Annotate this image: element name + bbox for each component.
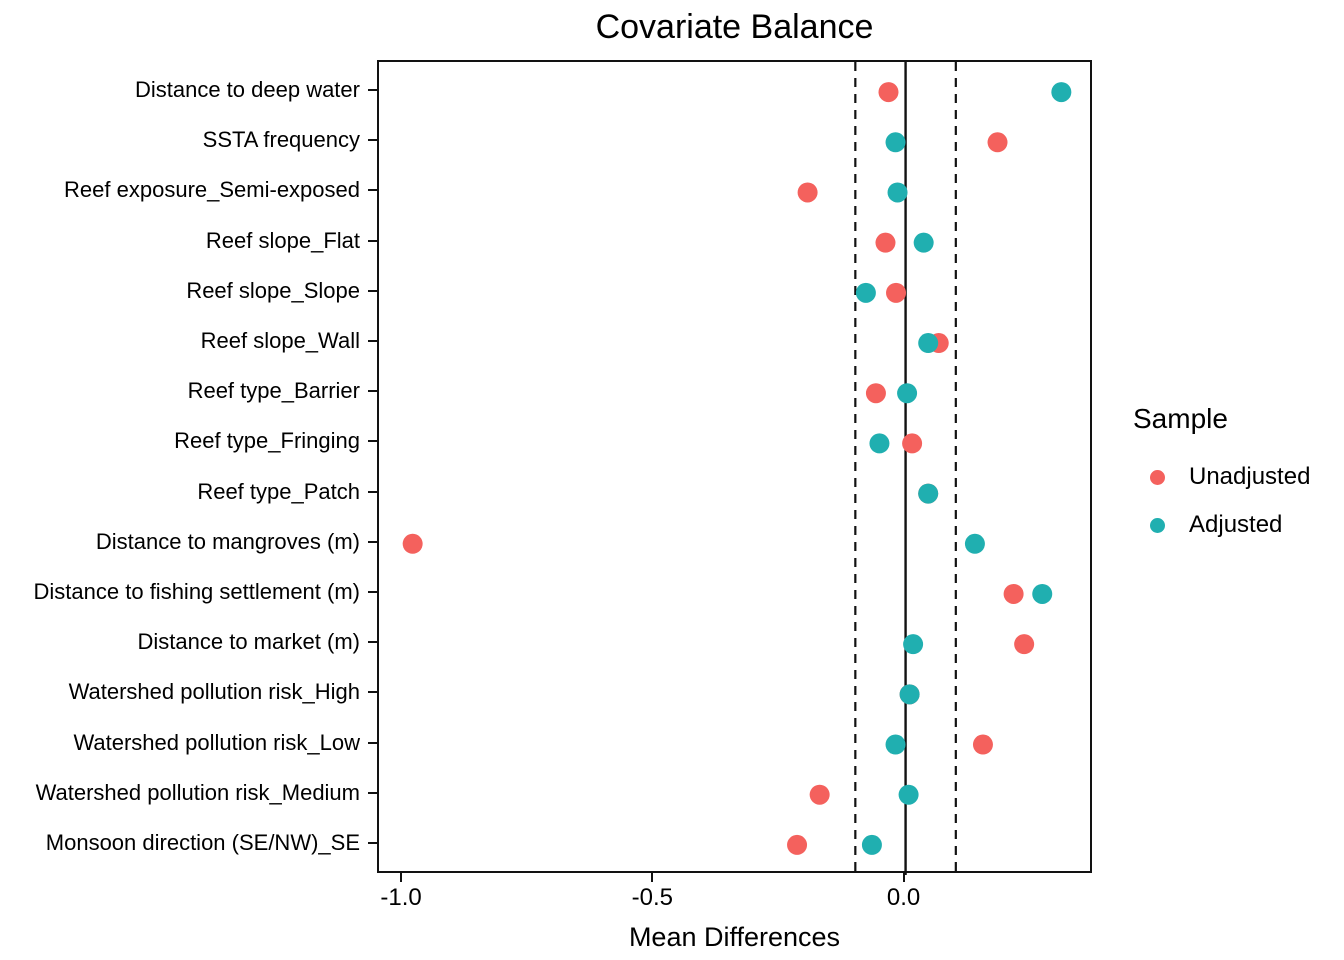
y-axis-label: Watershed pollution risk_Medium bbox=[35, 779, 360, 805]
y-tick bbox=[368, 289, 377, 292]
y-axis-label: SSTA frequency bbox=[202, 127, 360, 153]
legend-title: Sample bbox=[1133, 403, 1228, 434]
legend: Sample Unadjusted Adjusted bbox=[1133, 403, 1310, 549]
data-point-unadjusted bbox=[878, 82, 899, 103]
data-point-adjusted bbox=[885, 132, 906, 153]
y-axis-label: Distance to mangroves (m) bbox=[95, 528, 360, 554]
chart-title: Covariate Balance bbox=[595, 8, 874, 46]
y-axis-label: Monsoon direction (SE/NW)_SE bbox=[45, 829, 360, 855]
data-point-unadjusted bbox=[1003, 583, 1024, 604]
x-tick bbox=[651, 873, 654, 882]
y-tick bbox=[368, 139, 377, 142]
legend-label: Adjusted bbox=[1189, 511, 1283, 538]
legend-items: Unadjusted Adjusted bbox=[1133, 453, 1310, 549]
y-axis-label: Reef type_Fringing bbox=[174, 428, 360, 454]
y-axis-label: Distance to market (m) bbox=[137, 629, 361, 655]
data-point-unadjusted bbox=[865, 383, 886, 404]
y-axis-label: Watershed pollution risk_High bbox=[68, 679, 360, 705]
data-point-unadjusted bbox=[402, 533, 423, 554]
x-tick-label: 0.0 bbox=[886, 884, 921, 911]
x-tick-label: -0.5 bbox=[631, 884, 674, 911]
data-point-unadjusted bbox=[972, 734, 993, 755]
data-point-adjusted bbox=[869, 433, 890, 454]
legend-dot-adjusted bbox=[1150, 517, 1165, 533]
data-point-adjusted bbox=[898, 784, 919, 805]
y-tick bbox=[368, 89, 377, 92]
data-point-adjusted bbox=[964, 533, 985, 554]
y-axis-label: Reef type_Barrier bbox=[187, 378, 360, 404]
legend-item-adjusted: Adjusted bbox=[1133, 501, 1310, 549]
y-axis-label: Distance to fishing settlement (m) bbox=[33, 578, 360, 604]
y-axis-label: Reef slope_Slope bbox=[186, 277, 360, 303]
data-point-adjusted bbox=[1032, 583, 1053, 604]
data-point-unadjusted bbox=[809, 784, 830, 805]
y-axis-label: Reef slope_Wall bbox=[200, 328, 360, 354]
legend-dot-unadjusted bbox=[1150, 469, 1165, 485]
y-tick bbox=[368, 741, 377, 744]
data-point-adjusted bbox=[855, 282, 876, 303]
data-point-adjusted bbox=[885, 734, 906, 755]
data-point-unadjusted bbox=[987, 132, 1008, 153]
data-point-adjusted bbox=[861, 834, 882, 855]
y-tick bbox=[368, 390, 377, 393]
y-tick bbox=[368, 841, 377, 844]
legend-label: Unadjusted bbox=[1189, 463, 1311, 490]
data-point-unadjusted bbox=[875, 232, 896, 253]
data-point-adjusted bbox=[887, 182, 908, 203]
y-tick bbox=[368, 540, 377, 543]
x-tick bbox=[400, 873, 403, 882]
data-point-unadjusted bbox=[886, 282, 907, 303]
data-point-unadjusted bbox=[787, 834, 808, 855]
data-point-unadjusted bbox=[902, 433, 923, 454]
y-tick bbox=[368, 791, 377, 794]
y-axis-label: Reef type_Patch bbox=[197, 478, 360, 504]
y-axis-label: Reef exposure_Semi-exposed bbox=[64, 177, 360, 203]
y-axis-label: Reef slope_Flat bbox=[205, 227, 360, 253]
x-axis-title: Mean Differences bbox=[628, 922, 841, 952]
legend-item-unadjusted: Unadjusted bbox=[1133, 453, 1310, 501]
y-tick bbox=[368, 239, 377, 242]
data-point-adjusted bbox=[897, 383, 918, 404]
y-tick bbox=[368, 189, 377, 192]
data-point-unadjusted bbox=[797, 182, 818, 203]
data-point-adjusted bbox=[918, 483, 939, 504]
y-axis-label: Distance to deep water bbox=[134, 77, 360, 103]
data-point-unadjusted bbox=[1014, 634, 1035, 655]
data-point-adjusted bbox=[913, 232, 934, 253]
data-point-adjusted bbox=[1051, 82, 1072, 103]
y-tick bbox=[368, 440, 377, 443]
data-point-adjusted bbox=[918, 333, 939, 354]
data-point-adjusted bbox=[903, 634, 924, 655]
y-tick bbox=[368, 641, 377, 644]
x-tick bbox=[902, 873, 905, 882]
y-axis-label: Watershed pollution risk_Low bbox=[73, 729, 360, 755]
x-tick-label: -1.0 bbox=[380, 884, 422, 911]
y-tick bbox=[368, 340, 377, 343]
data-point-adjusted bbox=[899, 684, 920, 705]
panel-canvas bbox=[402, 62, 1072, 875]
y-tick bbox=[368, 590, 377, 593]
y-tick bbox=[368, 691, 377, 694]
y-tick bbox=[368, 490, 377, 493]
plot-panel bbox=[377, 60, 1092, 875]
